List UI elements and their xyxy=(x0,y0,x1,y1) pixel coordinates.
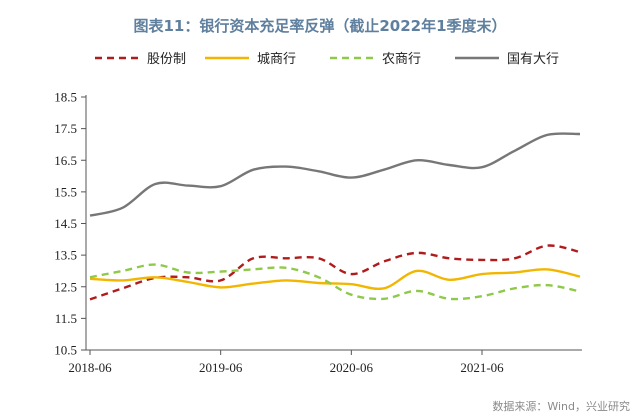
chart-title: 图表11：银行资本充足率反弹（截止2022年1季度末） xyxy=(133,17,506,35)
source-note: 数据来源：Wind，兴业研究 xyxy=(492,399,630,413)
y-tick-label: 13.5 xyxy=(54,248,77,263)
legend-label-joint-stock: 股份制 xyxy=(147,52,186,67)
series-line-city-commercial xyxy=(89,268,581,290)
legend: 股份制 城商行 农商行 国有大行 xyxy=(95,52,559,67)
series-line-rural-commercial xyxy=(89,263,581,301)
series-line-state-owned xyxy=(89,132,581,217)
y-tick-label: 18.5 xyxy=(54,90,77,105)
y-tick-label: 15.5 xyxy=(54,184,77,199)
series-line-joint-stock xyxy=(89,244,581,301)
y-tick-label: 16.5 xyxy=(54,153,77,168)
y-tick-label: 14.5 xyxy=(54,216,77,231)
x-tick-label: 2020-06 xyxy=(330,360,374,375)
x-tick-label: 2021-06 xyxy=(460,360,504,375)
y-tick-label: 11.5 xyxy=(55,311,77,326)
legend-label-rural-commercial: 农商行 xyxy=(382,52,421,67)
legend-label-state-owned: 国有大行 xyxy=(507,52,559,67)
y-tick-label: 17.5 xyxy=(54,121,77,136)
x-axis: 2018-06 2019-06 2020-06 2021-06 xyxy=(68,349,582,375)
y-axis: 10.5 11.5 12.5 13.5 14.5 15.5 16.5 17.5 18.5 xyxy=(54,90,87,358)
y-tick-label: 10.5 xyxy=(54,343,77,358)
series-group xyxy=(89,132,581,301)
x-tick-label: 2019-06 xyxy=(199,360,243,375)
y-tick-label: 12.5 xyxy=(54,279,77,294)
legend-label-city-commercial: 城商行 xyxy=(257,52,296,67)
x-tick-label: 2018-06 xyxy=(68,360,112,375)
